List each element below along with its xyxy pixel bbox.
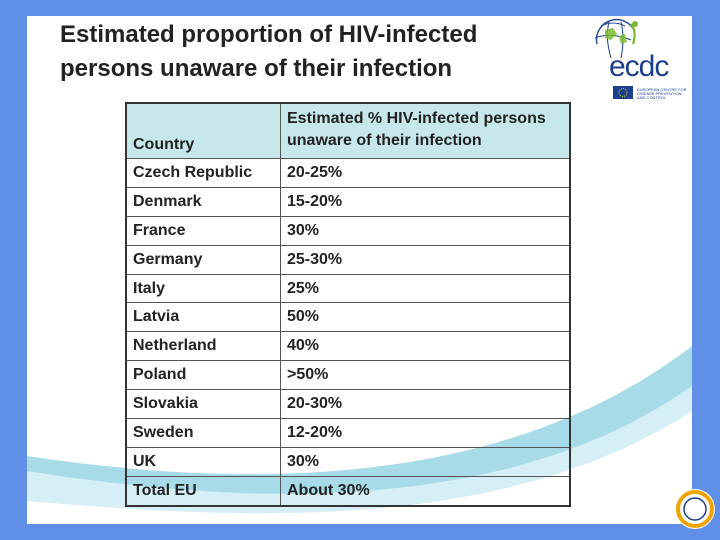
cell-country: UK	[125, 446, 281, 477]
cell-value: 20-30%	[280, 389, 571, 420]
cell-value: 25-30%	[280, 244, 571, 275]
cell-country: Italy	[125, 273, 281, 304]
corner-logo-icon	[675, 489, 715, 529]
slide: Estimated proportion of HIV-infected per…	[27, 16, 692, 524]
ecdc-wordmark: ecdc	[609, 50, 669, 83]
cell-country: Sweden	[125, 418, 281, 448]
ecdc-logo: ecdc EUROPEAN CENTRE FOR DISEASE PREVENT…	[583, 16, 692, 102]
cell-country: Germany	[125, 244, 281, 275]
cell-value: 12-20%	[280, 418, 571, 448]
table-row: Total EU About 30%	[125, 475, 571, 507]
table-row: Germany 25-30%	[125, 244, 571, 275]
cell-country: Slovakia	[125, 389, 281, 420]
cell-country: Denmark	[125, 186, 281, 217]
cell-country: Total EU	[125, 475, 281, 507]
cell-country: Netherland	[125, 331, 281, 362]
globe-icon	[594, 18, 638, 59]
table-header-row: Country Estimated % HIV-infected persons…	[125, 102, 571, 159]
header-estimated-percent: Estimated % HIV-infected persons unaware…	[280, 102, 571, 159]
cell-country: Latvia	[125, 302, 281, 333]
cell-country: Poland	[125, 360, 281, 391]
cell-country: Czech Republic	[125, 158, 281, 188]
cell-value: 30%	[280, 215, 571, 246]
table-row: Sweden 12-20%	[125, 418, 571, 448]
cell-value: >50%	[280, 360, 571, 391]
eu-flag-icon	[613, 86, 633, 99]
header-country: Country	[125, 102, 281, 159]
cell-value: 15-20%	[280, 186, 571, 217]
slide-title: Estimated proportion of HIV-infected per…	[60, 18, 580, 86]
cell-value: 30%	[280, 446, 571, 477]
title-line-2: persons unaware of their infection	[60, 55, 453, 82]
table-row: Denmark 15-20%	[125, 186, 571, 217]
table-row: Netherland 40%	[125, 331, 571, 362]
cell-value: 20-25%	[280, 158, 571, 188]
title-line-1: Estimated proportion of HIV-infected	[60, 21, 478, 48]
cell-value: 25%	[280, 273, 571, 304]
cell-country: France	[125, 215, 281, 246]
table-row: Slovakia 20-30%	[125, 389, 571, 420]
hiv-unaware-table: Country Estimated % HIV-infected persons…	[125, 102, 571, 507]
table-row: UK 30%	[125, 446, 571, 477]
table-row: Czech Republic 20-25%	[125, 158, 571, 188]
ecdc-subtitle: EUROPEAN CENTRE FOR DISEASE PREVENTION A…	[637, 87, 687, 100]
table-row: France 30%	[125, 215, 571, 246]
cell-value: 50%	[280, 302, 571, 333]
table-row: Italy 25%	[125, 273, 571, 304]
cell-value: 40%	[280, 331, 571, 362]
table-row: Latvia 50%	[125, 302, 571, 333]
cell-value: About 30%	[280, 475, 571, 507]
table-row: Poland >50%	[125, 360, 571, 391]
